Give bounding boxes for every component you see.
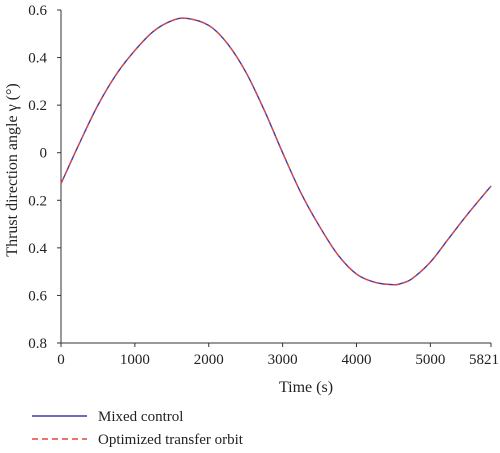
series-layer	[60, 17, 492, 286]
y-axis-ticks: 0.6 0.4 0.2 0 0.2 0.4 0.6 0.8	[28, 3, 61, 352]
y-tick-label: 0.8	[28, 336, 47, 352]
x-axis-ticks: 0 1000 2000 3000 4000 5000 5821	[57, 343, 499, 368]
x-tick-label: 0	[57, 352, 65, 368]
plot-area	[60, 10, 491, 344]
y-tick-label: 0.6	[28, 288, 47, 304]
x-tick-label: 5000	[415, 352, 445, 368]
y-tick-label: 0.2	[28, 98, 47, 114]
y-tick-label: 0.6	[28, 3, 47, 19]
y-axis-title: Thrust direction angle γ (°)	[4, 83, 21, 256]
legend-label: Mixed control	[98, 409, 183, 425]
series-line-optimized-transfer-orbit	[60, 17, 492, 286]
legend: Mixed control Optimized transfer orbit	[32, 409, 244, 448]
x-axis-title: Time (s)	[279, 379, 333, 396]
series-line-mixed-control	[60, 17, 492, 286]
y-tick-label: 0	[40, 146, 48, 162]
x-tick-label: 5821	[469, 352, 499, 368]
legend-label: Optimized transfer orbit	[98, 432, 244, 448]
x-tick-label: 1000	[120, 352, 150, 368]
y-tick-label: 0.4	[28, 51, 47, 67]
x-tick-label: 2000	[194, 352, 224, 368]
x-tick-label: 4000	[341, 352, 371, 368]
y-tick-label: 0.2	[28, 193, 47, 209]
y-tick-label: 0.4	[28, 241, 47, 257]
x-tick-label: 3000	[268, 352, 298, 368]
